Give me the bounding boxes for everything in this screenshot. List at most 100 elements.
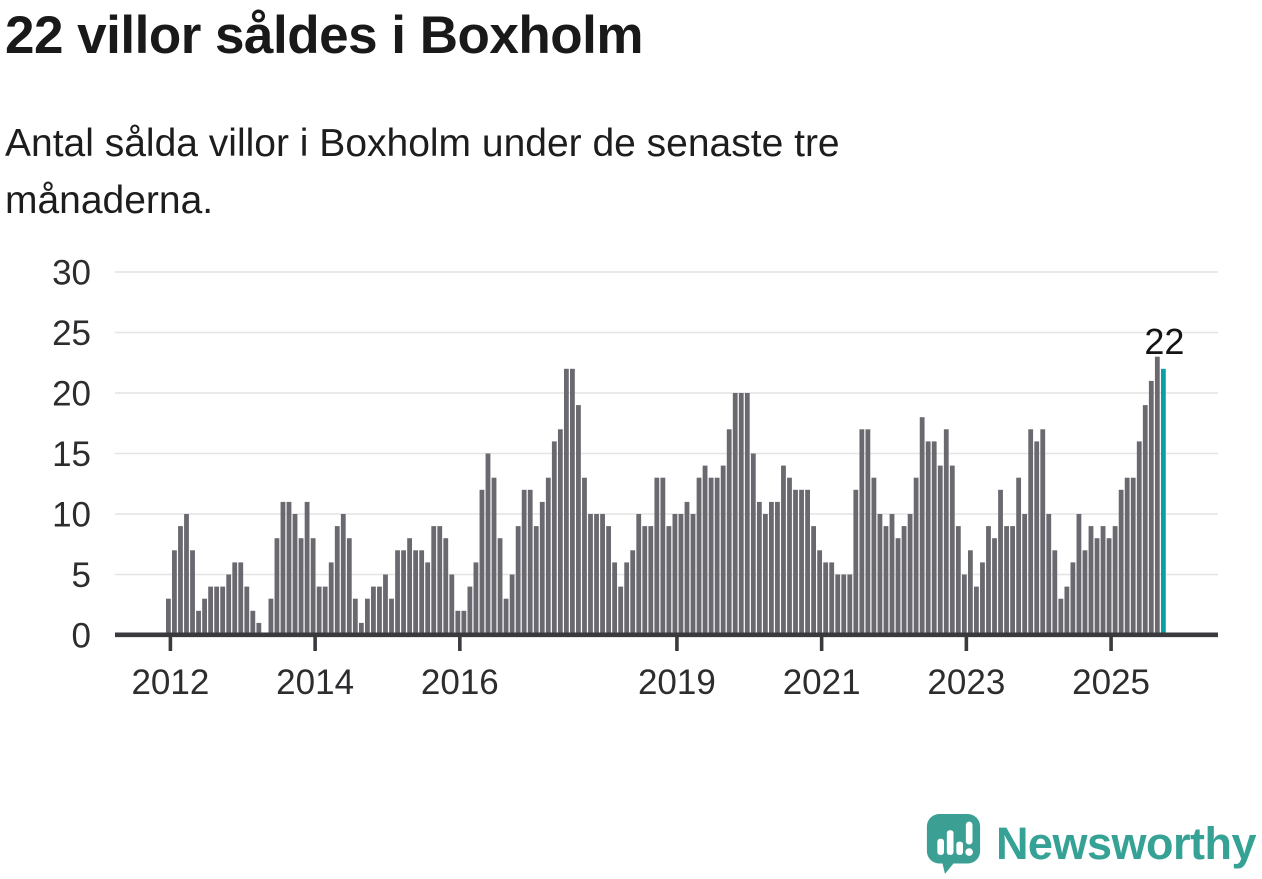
bar [322, 586, 328, 635]
bar [328, 562, 334, 635]
bar [624, 562, 630, 635]
bar [232, 562, 238, 635]
bar [527, 489, 533, 635]
y-tick-label: 25 [52, 314, 91, 353]
bar [292, 514, 298, 635]
bar [220, 586, 226, 635]
bar [467, 586, 473, 635]
bar [992, 538, 997, 635]
bar [256, 622, 262, 635]
bar [479, 489, 485, 635]
bar [377, 586, 382, 635]
bar [545, 477, 551, 635]
bar [642, 526, 648, 635]
bar [829, 562, 835, 635]
x-tick-label: 2012 [131, 663, 209, 702]
bar [172, 550, 177, 635]
bar [678, 514, 684, 635]
bar [1082, 550, 1088, 635]
bar [1154, 356, 1160, 635]
bar [853, 489, 859, 635]
bar [618, 586, 624, 635]
bar [413, 550, 419, 635]
bar [1142, 405, 1148, 635]
bar [702, 465, 708, 635]
x-tick-label: 2019 [638, 663, 716, 702]
x-tick-label: 2025 [1072, 663, 1150, 702]
bar [823, 562, 829, 635]
bar [949, 465, 955, 635]
logo-bar-short [937, 838, 944, 855]
bar [775, 501, 780, 635]
bar [835, 574, 841, 635]
bar [925, 441, 931, 635]
bar [304, 501, 310, 635]
bar [738, 393, 744, 635]
bar [895, 538, 901, 635]
bar [352, 598, 358, 635]
bar [371, 586, 376, 635]
bar [425, 562, 431, 635]
bar [274, 538, 280, 635]
bar [1040, 429, 1046, 635]
bar [238, 562, 244, 635]
bar [1106, 538, 1112, 635]
bar [346, 538, 352, 635]
bar [986, 526, 991, 635]
bar [654, 477, 660, 635]
bar [859, 429, 865, 635]
bar [383, 574, 388, 635]
bar [250, 610, 256, 635]
bar [1058, 598, 1064, 635]
bar [726, 429, 732, 635]
bar [485, 453, 491, 635]
bar [1124, 477, 1130, 635]
bar [877, 514, 883, 635]
logo-exclamation-dot [965, 848, 973, 856]
y-tick-label: 15 [52, 435, 91, 474]
bar [714, 477, 720, 635]
bar [937, 465, 943, 635]
bar [461, 610, 467, 635]
bar [340, 514, 346, 635]
logo-exclamation-stroke [965, 821, 973, 845]
bar [799, 489, 804, 635]
bar [841, 574, 847, 635]
bar [178, 526, 183, 635]
bar [980, 562, 985, 635]
bar [781, 465, 786, 635]
bar [286, 501, 292, 635]
bar [600, 514, 605, 635]
bar [316, 586, 322, 635]
bar [563, 368, 569, 635]
bar [539, 501, 545, 635]
bar [847, 574, 853, 635]
bar [1052, 550, 1058, 635]
bar [364, 598, 370, 635]
bar [805, 489, 810, 635]
bar [974, 586, 979, 635]
bar [437, 526, 443, 635]
bar [1136, 441, 1142, 635]
bar [401, 550, 406, 635]
bar [557, 429, 563, 635]
bar [907, 514, 913, 635]
bar [696, 477, 702, 635]
bar [1118, 489, 1124, 635]
bar [955, 526, 961, 635]
bar [280, 501, 286, 635]
bar [961, 574, 967, 635]
newsworthy-logo-icon [926, 814, 981, 874]
bar [708, 477, 714, 635]
bar [358, 622, 364, 635]
bar [497, 538, 503, 635]
bar [811, 526, 817, 635]
bar [612, 562, 618, 635]
newsworthy-brand: Newsworthy [925, 812, 1257, 875]
bar [648, 526, 654, 635]
x-tick-label: 2016 [421, 663, 499, 702]
highlight-bar [1160, 368, 1166, 635]
chart-subtitle: Antal sålda villor i Boxholm under de se… [5, 115, 1255, 229]
highlight-value-label: 22 [1144, 321, 1184, 362]
